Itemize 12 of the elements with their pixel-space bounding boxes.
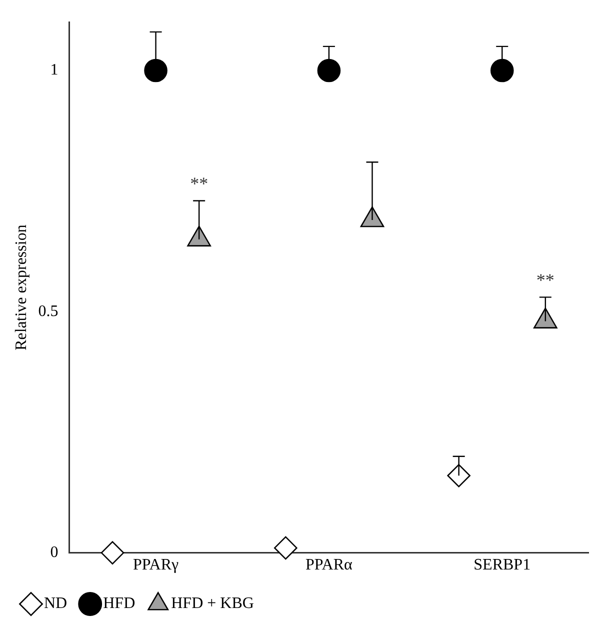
annotation: **	[190, 173, 208, 194]
y-tick-label: 0	[50, 544, 58, 562]
legend-label: ND	[44, 595, 68, 612]
y-axis-title: Relative expression	[12, 224, 30, 350]
x-tick-label: SERBP1	[474, 556, 531, 574]
legend-label: HFD + KBG	[171, 595, 254, 612]
legend-label: HFD	[103, 595, 136, 612]
y-tick-label: 0.5	[38, 302, 58, 320]
x-tick-label: PPARγ	[132, 556, 179, 574]
x-tick-label: PPARα	[305, 556, 354, 574]
annotation: **	[536, 270, 554, 290]
y-tick-label: 1	[50, 62, 58, 79]
